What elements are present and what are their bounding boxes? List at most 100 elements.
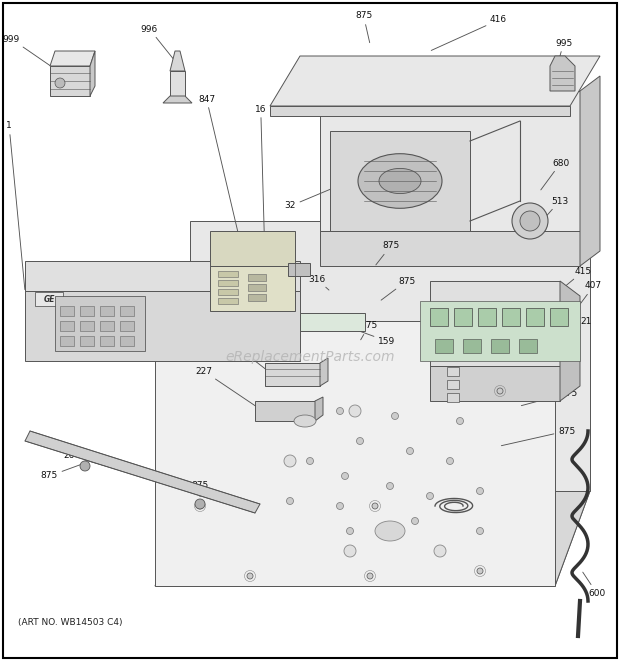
Bar bbox=[120, 336, 134, 346]
Polygon shape bbox=[50, 51, 95, 66]
Circle shape bbox=[347, 527, 353, 535]
Bar bbox=[218, 271, 238, 277]
Polygon shape bbox=[430, 281, 560, 366]
Circle shape bbox=[356, 438, 363, 444]
Polygon shape bbox=[163, 96, 192, 103]
Text: 227: 227 bbox=[195, 366, 259, 408]
Bar bbox=[80, 306, 94, 316]
Ellipse shape bbox=[379, 169, 421, 194]
Circle shape bbox=[477, 488, 484, 494]
Polygon shape bbox=[155, 491, 590, 586]
Polygon shape bbox=[320, 91, 580, 231]
Text: 813: 813 bbox=[456, 342, 492, 370]
Text: 513: 513 bbox=[536, 196, 569, 228]
Bar bbox=[447, 380, 459, 389]
Circle shape bbox=[195, 499, 205, 509]
Polygon shape bbox=[25, 291, 300, 361]
Polygon shape bbox=[580, 76, 600, 266]
Polygon shape bbox=[320, 231, 580, 266]
Text: 264: 264 bbox=[63, 451, 129, 473]
Polygon shape bbox=[502, 308, 520, 326]
Text: (ART NO. WB14503 C4): (ART NO. WB14503 C4) bbox=[18, 619, 123, 627]
Text: 847: 847 bbox=[198, 95, 240, 240]
Text: 415: 415 bbox=[546, 266, 592, 302]
Bar bbox=[248, 274, 266, 281]
Text: 595: 595 bbox=[453, 362, 492, 395]
Circle shape bbox=[477, 527, 484, 535]
Polygon shape bbox=[315, 397, 323, 421]
Circle shape bbox=[342, 473, 348, 479]
Polygon shape bbox=[170, 51, 185, 71]
Circle shape bbox=[434, 545, 446, 557]
Polygon shape bbox=[463, 339, 481, 353]
Polygon shape bbox=[320, 358, 328, 386]
Circle shape bbox=[197, 503, 203, 509]
Circle shape bbox=[391, 412, 399, 420]
Circle shape bbox=[456, 418, 464, 424]
Polygon shape bbox=[210, 231, 295, 266]
Circle shape bbox=[337, 502, 343, 510]
Bar bbox=[120, 321, 134, 331]
Polygon shape bbox=[170, 71, 185, 96]
Text: 875: 875 bbox=[502, 426, 575, 446]
Polygon shape bbox=[190, 221, 590, 491]
Bar bbox=[218, 289, 238, 295]
Ellipse shape bbox=[358, 154, 442, 208]
Polygon shape bbox=[270, 56, 600, 106]
Text: GE: GE bbox=[43, 295, 55, 303]
Ellipse shape bbox=[294, 415, 316, 427]
Polygon shape bbox=[288, 263, 310, 276]
Text: 875: 875 bbox=[355, 11, 372, 43]
Polygon shape bbox=[491, 339, 509, 353]
Polygon shape bbox=[50, 66, 90, 96]
Text: 408: 408 bbox=[521, 377, 562, 395]
Polygon shape bbox=[430, 308, 448, 326]
Text: 996: 996 bbox=[141, 24, 174, 60]
Bar bbox=[60, 321, 74, 331]
Bar bbox=[35, 292, 63, 306]
Text: 680: 680 bbox=[541, 159, 569, 190]
Polygon shape bbox=[555, 221, 590, 586]
Text: 1: 1 bbox=[6, 122, 25, 290]
Text: 407: 407 bbox=[576, 282, 602, 310]
Polygon shape bbox=[210, 266, 295, 311]
Circle shape bbox=[286, 498, 293, 504]
Text: 416: 416 bbox=[432, 15, 507, 50]
Text: 875: 875 bbox=[376, 241, 399, 265]
Text: 997: 997 bbox=[246, 256, 291, 268]
Circle shape bbox=[407, 447, 414, 455]
Text: 600: 600 bbox=[583, 572, 605, 598]
Text: 999: 999 bbox=[2, 34, 54, 68]
Polygon shape bbox=[155, 321, 555, 586]
Polygon shape bbox=[454, 308, 472, 326]
Bar bbox=[248, 284, 266, 291]
Ellipse shape bbox=[375, 521, 405, 541]
Circle shape bbox=[412, 518, 418, 524]
Polygon shape bbox=[330, 131, 470, 231]
Polygon shape bbox=[255, 401, 315, 421]
Polygon shape bbox=[265, 363, 320, 386]
Text: 875: 875 bbox=[521, 389, 577, 406]
Circle shape bbox=[344, 545, 356, 557]
Text: 875: 875 bbox=[360, 321, 377, 340]
Circle shape bbox=[284, 455, 296, 467]
Polygon shape bbox=[519, 339, 537, 353]
Polygon shape bbox=[270, 106, 570, 116]
Circle shape bbox=[520, 211, 540, 231]
Text: 875: 875 bbox=[381, 276, 415, 300]
Bar bbox=[218, 280, 238, 286]
Text: 16: 16 bbox=[255, 104, 267, 260]
Polygon shape bbox=[90, 51, 95, 96]
Circle shape bbox=[306, 457, 314, 465]
Polygon shape bbox=[550, 308, 568, 326]
Text: 926: 926 bbox=[454, 352, 492, 382]
Bar bbox=[100, 336, 114, 346]
Text: 995: 995 bbox=[555, 38, 572, 61]
Polygon shape bbox=[25, 261, 300, 291]
Polygon shape bbox=[430, 366, 560, 401]
Text: 875: 875 bbox=[430, 381, 449, 391]
Circle shape bbox=[477, 568, 483, 574]
Text: 875: 875 bbox=[41, 463, 84, 481]
Text: eReplacementParts.com: eReplacementParts.com bbox=[225, 350, 395, 364]
Bar bbox=[447, 393, 459, 402]
